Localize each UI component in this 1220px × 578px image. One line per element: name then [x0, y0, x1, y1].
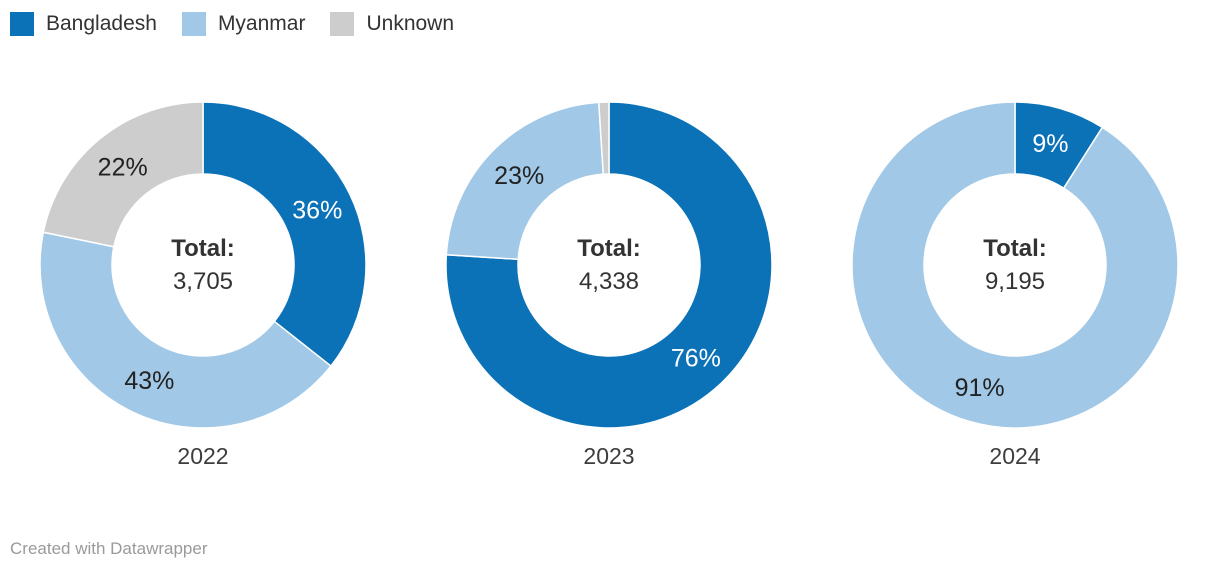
slice-label-bangladesh: 9% [1032, 130, 1068, 158]
legend-swatch-unknown [330, 12, 355, 36]
legend-item-bangladesh: Bangladesh [10, 12, 157, 36]
slice-label-bangladesh: 76% [671, 345, 721, 373]
year-label: 2024 [989, 443, 1041, 469]
donut-2023: 76% 23% Total: 4,338 2023 [406, 100, 812, 470]
year-label: 2023 [583, 443, 635, 469]
donut-slice-myanmar[interactable] [445, 101, 605, 261]
slice-label-myanmar: 23% [494, 162, 544, 190]
donut-2024: 9% 91% Total: 9,195 2024 [812, 100, 1218, 470]
legend-swatch-myanmar [181, 12, 206, 36]
donut-svg-2022: 36% 43% 22% [39, 101, 367, 429]
slice-label-unknown: 22% [98, 154, 148, 182]
donut-svg-2023: 76% 23% [445, 101, 773, 429]
donut-slice-bangladesh[interactable] [445, 101, 773, 429]
donut-slice-unknown[interactable] [598, 101, 610, 175]
donut-2022: 36% 43% 22% Total: 3,705 2022 [0, 100, 406, 470]
donut-slice-myanmar[interactable] [851, 101, 1179, 429]
slice-label-myanmar: 91% [955, 374, 1005, 402]
legend: Bangladesh Myanmar Unknown [0, 0, 1220, 36]
donut-svg-2024: 9% 91% [851, 101, 1179, 429]
legend-label: Bangladesh [46, 12, 157, 35]
slice-label-bangladesh: 36% [292, 197, 342, 225]
datawrapper-credit[interactable]: Created with Datawrapper [10, 539, 208, 558]
legend-item-unknown: Unknown [330, 12, 454, 36]
year-label: 2022 [177, 443, 229, 469]
legend-label: Unknown [366, 12, 455, 35]
donut-slice-bangladesh[interactable] [202, 101, 367, 367]
donut-slice-myanmar[interactable] [39, 231, 332, 429]
legend-swatch-bangladesh [10, 12, 34, 36]
legend-label: Myanmar [217, 12, 306, 35]
legend-item-myanmar: Myanmar [181, 12, 306, 36]
slice-label-myanmar: 43% [124, 367, 174, 395]
chart-page: Bangladesh Myanmar Unknown 36% 43% 22% Total:… [0, 0, 1220, 558]
donut-slice-unknown[interactable] [42, 101, 204, 248]
donuts-row: 36% 43% 22% Total: 3,705 2022 76% 23% Total: 4,33… [0, 100, 1220, 470]
